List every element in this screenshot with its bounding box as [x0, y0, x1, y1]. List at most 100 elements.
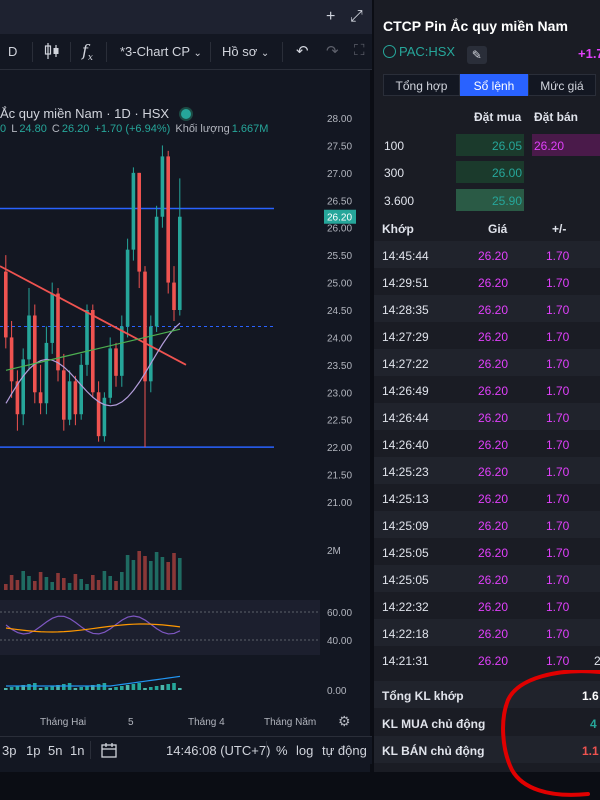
price-tick-label: 22.50: [327, 416, 352, 427]
candle-body: [149, 326, 153, 382]
interval-button[interactable]: D: [8, 44, 18, 59]
candle-body: [21, 359, 25, 415]
bid-header: Đặt mua: [474, 110, 522, 124]
macd-bar: [91, 685, 95, 690]
range-1n[interactable]: 1n: [70, 743, 85, 758]
trade-row[interactable]: 14:26:44 26.20 1.70: [374, 403, 600, 430]
volume-bar: [44, 577, 49, 590]
auto-toggle[interactable]: tự động: [322, 743, 367, 758]
trade-change: 1.70: [546, 438, 570, 452]
volume-bar: [125, 555, 130, 590]
macd-bar: [56, 685, 60, 690]
trade-time: 14:22:18: [382, 627, 429, 641]
toolbar-divider: [106, 42, 107, 62]
candle-body: [96, 392, 101, 437]
trade-change: 1.70: [546, 411, 570, 425]
trade-row[interactable]: 14:25:13 26.20 1.70: [374, 484, 600, 511]
trade-time: 14:25:05: [382, 573, 429, 587]
trade-change: 1.70: [546, 384, 570, 398]
trade-change: 1.70: [546, 519, 570, 533]
redo-icon[interactable]: ↷: [326, 43, 339, 60]
trade-row[interactable]: 14:25:09 26.20 1.70: [374, 511, 600, 538]
trend-line: [0, 265, 187, 366]
trade-price: 26.20: [478, 546, 509, 560]
trade-row[interactable]: 14:45:44 26.20 1.70: [374, 241, 600, 268]
log-toggle[interactable]: log: [296, 743, 314, 758]
price-tick-label: 25.50: [327, 251, 352, 262]
undo-icon[interactable]: ↶: [296, 43, 309, 60]
macd-bar: [73, 688, 78, 690]
edit-pencil-icon[interactable]: ✎: [466, 46, 487, 64]
volume-tick-label: 2M: [327, 546, 341, 557]
ticker-badge-icon: [383, 45, 396, 58]
date-range-icon[interactable]: [100, 741, 118, 762]
volume-bar: [102, 571, 107, 590]
price-tick-label: 22.00: [327, 443, 352, 454]
summary-value: 1.1: [582, 744, 599, 758]
legend-ohlc: 0 L 24.80 C 26.20 +1.70 (+6.94%) Khối lượn…: [0, 123, 269, 135]
trade-time: 14:25:09: [382, 519, 429, 533]
trade-row[interactable]: 14:21:31 26.20 1.70 2: [374, 646, 600, 673]
percent-toggle[interactable]: %: [276, 743, 288, 758]
order-book-row[interactable]: 300 26.00: [374, 159, 600, 185]
candle-type-icon[interactable]: [44, 42, 60, 63]
clock-label[interactable]: 14:46:08 (UTC+7): [166, 743, 271, 758]
trade-row[interactable]: 14:22:32 26.20 1.70: [374, 592, 600, 619]
order-book-row[interactable]: 100 26.05 26.20: [374, 132, 600, 158]
macd-bar: [62, 684, 66, 690]
detail-tabs: Tổng hợp Sổ lệnh Mức giá: [383, 74, 600, 96]
volume-bar: [143, 556, 147, 590]
volume-bar: [73, 574, 78, 590]
bid-depth-bar: [456, 189, 524, 211]
trade-row[interactable]: 14:27:29 26.20 1.70: [374, 322, 600, 349]
candle-body: [79, 364, 83, 415]
trade-row[interactable]: 14:25:05 26.20 1.70: [374, 538, 600, 565]
volume-bar: [154, 552, 159, 590]
ticker-symbol[interactable]: PAC:HSX: [399, 44, 456, 59]
trade-price: 26.20: [478, 276, 509, 290]
trade-row[interactable]: 14:27:22 26.20 1.70: [374, 349, 600, 376]
order-book-row[interactable]: 3.600 25.90: [374, 187, 600, 213]
add-chart-icon[interactable]: +: [326, 8, 336, 25]
tab-tong-hop[interactable]: Tổng hợp: [383, 74, 460, 96]
volume-bar: [178, 558, 182, 590]
legend-title: Ắc quy miền Nam · 1D · HSX: [0, 106, 191, 121]
candle-body: [120, 326, 124, 376]
candle-body: [166, 156, 170, 283]
price-chart[interactable]: 28.00 27.50 27.00 26.50 26.00 25.50 25.00 24.50…: [0, 70, 372, 710]
current-price-label: 26.20: [327, 213, 352, 224]
candle-body: [172, 282, 176, 310]
trade-row[interactable]: 14:22:18 26.20 1.70: [374, 619, 600, 646]
chart-layout-select[interactable]: *3-Chart CP ⌄: [120, 44, 202, 59]
ob-bid-price: 26.00: [492, 166, 523, 180]
window-title-bar: + ⤢: [0, 0, 372, 34]
trade-row[interactable]: 14:29:51 26.20 1.70: [374, 268, 600, 295]
ob-ask-price: 26.20: [534, 139, 565, 153]
settings-gear-icon[interactable]: ⚙: [338, 713, 351, 729]
trade-change: 1.70: [546, 492, 570, 506]
trade-row[interactable]: 14:26:49 26.20 1.70: [374, 376, 600, 403]
expand-icon[interactable]: ⤢: [350, 8, 363, 25]
tab-muc-gia[interactable]: Mức giá: [528, 74, 596, 96]
indicators-icon[interactable]: fx: [82, 41, 93, 64]
trade-row[interactable]: 14:25:23 26.20 1.70: [374, 457, 600, 484]
ma-line: [5, 328, 181, 371]
fullscreen-icon[interactable]: ⛶: [354, 42, 365, 59]
range-5n[interactable]: 5n: [48, 743, 63, 758]
range-3p[interactable]: 3p: [2, 743, 17, 758]
trade-row[interactable]: 14:26:40 26.20 1.70: [374, 430, 600, 457]
range-1p[interactable]: 1p: [26, 743, 41, 758]
tab-so-lenh[interactable]: Sổ lệnh: [460, 74, 528, 96]
trade-row[interactable]: 14:25:05 26.20 1.70: [374, 565, 600, 592]
price-tick-label: 26.00: [327, 224, 352, 235]
price-change: +1.7: [578, 46, 600, 61]
trade-change: 1.70: [546, 654, 570, 668]
trade-price: 26.20: [478, 573, 509, 587]
trade-row[interactable]: 14:28:35 26.20 1.70: [374, 295, 600, 322]
trade-price: 26.20: [478, 303, 509, 317]
profile-select[interactable]: Hồ sơ ⌄: [222, 44, 270, 59]
toolbar-divider: [210, 42, 211, 62]
time-axis: Tháng Hai 5 Tháng 4 Tháng Năm ⚙: [0, 712, 372, 734]
time-label: Tháng 4: [188, 717, 225, 728]
macd-bar: [38, 688, 43, 690]
